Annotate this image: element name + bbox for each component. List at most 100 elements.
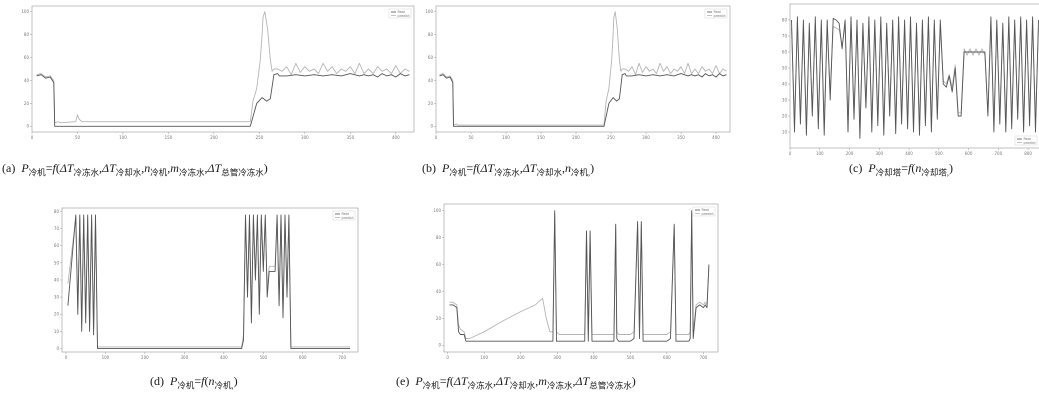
x-tick-label: 300 bbox=[875, 151, 883, 156]
series-line-predict bbox=[36, 11, 410, 124]
x-tick-label: 500 bbox=[626, 355, 634, 360]
chart-panel-b: 0 50 100 150 200 250 300 350 400 0 20 40 60 80 100 Real… bbox=[420, 0, 750, 185]
caption-c: (c) P冷却塔=f(n冷却塔,) bbox=[849, 161, 953, 178]
caption-d: (d) P冷机=f(n冷机,) bbox=[150, 374, 238, 391]
legend-label: Real bbox=[702, 208, 710, 212]
y-tick-label: 50 bbox=[782, 65, 788, 70]
x-tick-label: 300 bbox=[642, 135, 650, 140]
x-tick-label: 150 bbox=[165, 135, 173, 140]
legend-label: predict bbox=[702, 212, 715, 216]
y-tick-label: 60 bbox=[24, 55, 30, 60]
legend-box bbox=[332, 210, 356, 221]
legend-label: Real bbox=[714, 10, 722, 14]
plot-frame bbox=[789, 3, 1039, 149]
y-tick-label: 20 bbox=[54, 312, 60, 317]
chart-panel-c: 0 100 200 300 400 500 600 700 800 10 20 30 40 50 60 70 8… bbox=[775, 0, 1039, 185]
x-tick-label: 500 bbox=[259, 355, 267, 360]
y-tick-label: 80 bbox=[428, 32, 434, 37]
y-tick-label: 0 bbox=[26, 124, 29, 129]
x-tick-label: 200 bbox=[210, 135, 218, 140]
chart-b-svg: 0 50 100 150 200 250 300 350 400 0 20 40 60 80 100 Real… bbox=[425, 5, 731, 140]
y-tick-label: 60 bbox=[428, 55, 434, 60]
plot-frame bbox=[435, 5, 731, 133]
x-tick-label: 200 bbox=[517, 355, 525, 360]
y-tick-label: 70 bbox=[782, 33, 788, 38]
series-line-real bbox=[67, 214, 351, 350]
y-tick-label: 30 bbox=[782, 97, 788, 102]
x-tick-label: 700 bbox=[700, 355, 708, 360]
chart-d-svg: 0 100 200 300 400 500 600 700 0 10 20 30 40 50 60 70 80 R… bbox=[54, 207, 359, 360]
series-line-real bbox=[36, 73, 410, 127]
plot-frame bbox=[31, 5, 415, 133]
y-tick-label: 0 bbox=[438, 343, 441, 348]
y-tick-label: 40 bbox=[782, 81, 788, 86]
y-tick-label: 80 bbox=[436, 235, 442, 240]
x-tick-label: 600 bbox=[663, 355, 671, 360]
chart-panel-e: 0 100 200 300 400 500 600 700 0 20 40 60 80 100 Real pr… bbox=[380, 190, 780, 398]
x-tick-label: 100 bbox=[502, 135, 510, 140]
legend-label: predict bbox=[1024, 141, 1037, 145]
x-tick-label: 400 bbox=[905, 151, 913, 156]
y-tick-label: 0 bbox=[56, 346, 59, 351]
y-tick-label: 80 bbox=[54, 209, 60, 214]
x-tick-label: 0 bbox=[31, 135, 34, 140]
series-line-predict bbox=[67, 217, 351, 348]
x-tick-label: 400 bbox=[392, 135, 400, 140]
x-tick-label: 300 bbox=[553, 355, 561, 360]
y-tick-label: 20 bbox=[428, 101, 434, 106]
chart-panel-d: 0 100 200 300 400 500 600 700 0 10 20 30 40 50 60 70 80 R… bbox=[0, 190, 380, 398]
caption-b: (b) P冷机=f(ΔT冷冻水,ΔT冷却水,n冷机,) bbox=[422, 161, 595, 178]
x-tick-label: 0 bbox=[789, 151, 792, 156]
y-tick-label: 10 bbox=[782, 129, 788, 134]
y-tick-label: 80 bbox=[24, 32, 30, 37]
x-tick-label: 100 bbox=[119, 135, 127, 140]
x-tick-label: 0 bbox=[435, 135, 438, 140]
y-tick-label: 100 bbox=[21, 9, 29, 14]
legend-label: predict bbox=[342, 216, 355, 220]
x-tick-label: 400 bbox=[712, 135, 720, 140]
y-tick-label: 80 bbox=[782, 17, 788, 22]
x-tick-label: 200 bbox=[572, 135, 580, 140]
x-tick-label: 700 bbox=[995, 151, 1003, 156]
legend-label: Real bbox=[398, 10, 406, 14]
y-tick-label: 10 bbox=[54, 329, 60, 334]
x-tick-label: 400 bbox=[220, 355, 228, 360]
legend-box bbox=[704, 8, 728, 19]
x-tick-label: 300 bbox=[301, 135, 309, 140]
y-tick-label: 40 bbox=[436, 289, 442, 294]
x-tick-label: 600 bbox=[299, 355, 307, 360]
y-tick-label: 60 bbox=[54, 243, 60, 248]
x-tick-label: 0 bbox=[446, 355, 449, 360]
chart-a-svg: 0 50 100 150 200 250 300 350 400 0 20 40 60 80 100 Real… bbox=[21, 5, 415, 140]
legend-label: predict bbox=[714, 14, 727, 18]
series-line-real bbox=[439, 73, 727, 127]
x-tick-label: 100 bbox=[480, 355, 488, 360]
legend-box bbox=[692, 206, 716, 217]
x-tick-label: 0 bbox=[65, 355, 68, 360]
series-line-predict bbox=[449, 212, 710, 339]
x-tick-label: 500 bbox=[935, 151, 943, 156]
x-tick-label: 800 bbox=[1024, 151, 1032, 156]
x-tick-label: 350 bbox=[677, 135, 685, 140]
caption-a: (a) P冷机=f(ΔT冷冻水,ΔT冷却水,n冷机,m冷冻水,ΔT总管冷冻水) bbox=[2, 161, 268, 178]
caption-e: (e) P冷机=f(ΔT冷冻水,ΔT冷却水,m冷冻水,ΔT总管冷冻水) bbox=[396, 374, 636, 391]
y-tick-label: 100 bbox=[425, 9, 433, 14]
y-tick-label: 100 bbox=[433, 208, 441, 213]
x-tick-label: 400 bbox=[590, 355, 598, 360]
y-tick-label: 40 bbox=[24, 78, 30, 83]
series-line-real bbox=[791, 16, 1039, 139]
x-tick-label: 150 bbox=[537, 135, 545, 140]
x-tick-label: 200 bbox=[846, 151, 854, 156]
x-tick-label: 250 bbox=[256, 135, 264, 140]
y-tick-label: 20 bbox=[24, 101, 30, 106]
y-tick-label: 30 bbox=[54, 295, 60, 300]
y-tick-label: 0 bbox=[430, 124, 433, 129]
x-tick-label: 200 bbox=[141, 355, 149, 360]
legend-label: predict bbox=[398, 14, 411, 18]
y-tick-label: 40 bbox=[54, 277, 60, 282]
chart-c-svg: 0 100 200 300 400 500 600 700 800 10 20 30 40 50 60 70 8… bbox=[782, 3, 1039, 156]
x-tick-label: 700 bbox=[338, 355, 346, 360]
series-line-predict bbox=[439, 11, 727, 126]
plot-frame bbox=[443, 203, 719, 353]
y-tick-label: 20 bbox=[436, 316, 442, 321]
